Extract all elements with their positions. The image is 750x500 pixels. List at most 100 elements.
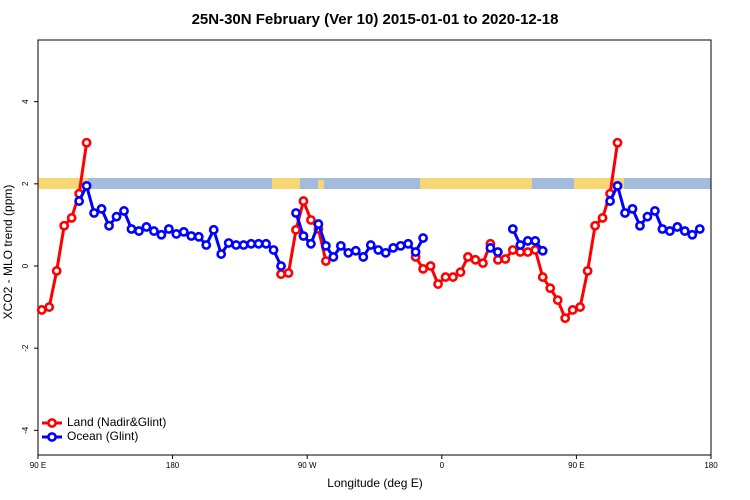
data-point <box>328 252 339 262</box>
data-point <box>694 224 705 234</box>
data-point <box>410 247 421 257</box>
data-point <box>89 208 99 218</box>
data-point <box>552 295 563 305</box>
data-point <box>306 215 316 225</box>
data-point <box>388 243 399 253</box>
data-point <box>522 236 533 246</box>
data-point <box>627 203 638 214</box>
data-point <box>463 252 473 262</box>
data-point <box>478 258 488 269</box>
data-point <box>283 268 294 278</box>
data-point <box>350 245 361 256</box>
legend-marker <box>47 432 57 442</box>
data-point <box>679 226 690 236</box>
data-point <box>66 213 77 223</box>
legend-label: Ocean (Glint) <box>67 429 138 443</box>
data-point <box>575 302 586 312</box>
data-point <box>156 229 167 240</box>
y-axis-label: XCO2 - MLO trend (ppm) <box>1 185 15 320</box>
data-point <box>395 240 406 251</box>
data-point <box>380 247 391 258</box>
data-point <box>134 226 144 236</box>
data-point <box>612 180 623 191</box>
data-point <box>425 261 436 271</box>
data-point <box>231 240 242 250</box>
data-point <box>620 208 630 218</box>
data-point <box>208 224 219 235</box>
data-point <box>178 226 189 237</box>
data-point <box>223 238 234 248</box>
x-tick-label: 90 E <box>568 461 584 470</box>
data-point <box>298 231 309 241</box>
data-point <box>36 305 47 315</box>
data-point <box>216 249 227 259</box>
data-point <box>537 272 548 282</box>
data-point <box>268 245 279 255</box>
data-point <box>365 240 376 250</box>
data-point <box>238 240 249 250</box>
data-point <box>51 266 62 276</box>
data-point <box>246 238 257 249</box>
data-point <box>545 283 556 294</box>
data-point <box>642 211 653 222</box>
data-point <box>560 313 571 324</box>
data-point <box>597 213 608 223</box>
data-point <box>186 231 197 241</box>
data-point <box>492 247 503 257</box>
y-tick-label: 2 <box>21 181 30 186</box>
data-point <box>104 220 114 231</box>
y-tick-label: 0 <box>21 263 30 268</box>
data-point <box>403 238 414 249</box>
x-tick-label: 90 W <box>298 461 317 470</box>
data-point <box>320 256 331 266</box>
data-point <box>507 224 518 234</box>
data-point <box>500 254 511 264</box>
data-point <box>59 220 70 231</box>
y-tick-label: -2 <box>21 344 30 352</box>
data-point <box>44 302 55 312</box>
data-point <box>672 222 683 232</box>
data-point <box>313 219 324 229</box>
data-point <box>291 224 301 235</box>
plot-frame <box>37 39 712 456</box>
data-point <box>418 233 429 243</box>
legend-marker <box>47 418 57 428</box>
data-point <box>291 208 301 218</box>
data-point <box>193 231 204 242</box>
data-point <box>507 245 518 255</box>
data-point <box>485 243 496 253</box>
data-point <box>567 305 578 315</box>
data-point <box>605 196 615 206</box>
chart-title: 25N-30N February (Ver 10) 2015-01-01 to … <box>192 11 559 28</box>
x-tick-label: 180 <box>166 461 180 470</box>
data-point <box>276 269 286 280</box>
data-point <box>590 220 600 231</box>
data-point <box>201 240 212 250</box>
data-point <box>470 254 481 265</box>
data-point <box>111 211 122 222</box>
data-point <box>171 229 182 239</box>
data-point <box>163 224 174 234</box>
x-tick-label: 180 <box>704 461 718 470</box>
data-point <box>537 245 548 256</box>
data-point <box>433 279 443 289</box>
data-point <box>582 266 593 276</box>
data-point <box>74 196 85 206</box>
x-tick-label: 0 <box>440 461 445 470</box>
data-point <box>440 272 451 282</box>
legend-label: Land (Nadir&Glint) <box>67 415 166 429</box>
data-point <box>119 206 129 216</box>
data-point <box>96 203 107 214</box>
data-point <box>141 222 152 232</box>
data-point <box>253 238 264 249</box>
data-point <box>664 226 675 236</box>
surface-strip <box>38 178 711 189</box>
data-point <box>530 236 541 246</box>
data-point <box>522 247 533 257</box>
data-point <box>276 261 286 271</box>
data-point <box>418 263 429 274</box>
data-point <box>306 238 316 249</box>
data-point <box>687 229 698 240</box>
data-point <box>320 240 331 251</box>
